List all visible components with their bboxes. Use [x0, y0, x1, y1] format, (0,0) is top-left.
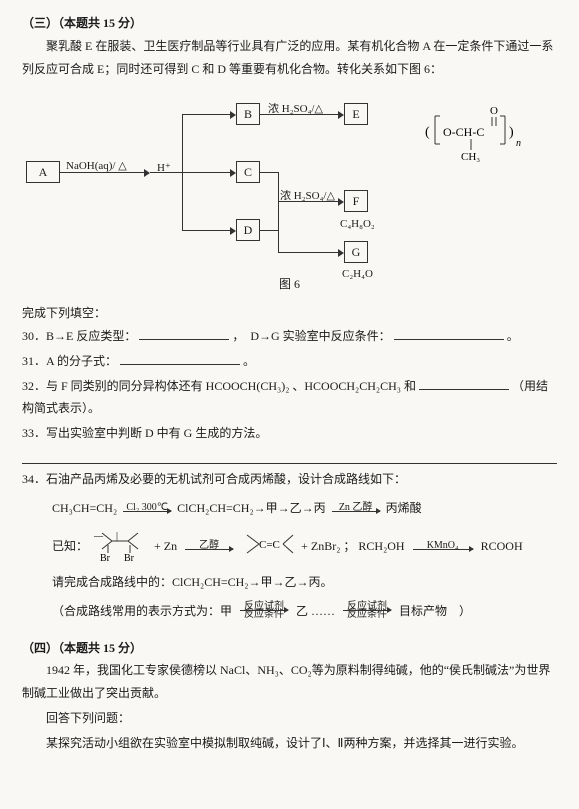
svg-text:|: | — [116, 531, 118, 542]
label-c4h8o2: C₄H₈O₂ — [340, 214, 375, 235]
section-4-intro2: 某探究活动小组欲在实验室中模拟制取纯碱，设计了Ⅰ、Ⅱ两种方案，并选择其一进行实验… — [22, 732, 557, 755]
edge-to-c — [182, 172, 230, 173]
node-g: G — [344, 241, 368, 263]
svg-text:n: n — [516, 138, 521, 149]
q30-text-b: ， D→G 实验室中反应条件： — [232, 329, 390, 343]
q30-blank-1[interactable] — [139, 326, 229, 340]
svg-text:CH₃: CH₃ — [461, 151, 480, 162]
known-r4: RCOOH — [481, 535, 523, 558]
section-4-intro1: 1942 年，我国化工专家侯德榜以 NaCl、NH₃、CO₂等为原料制得纯碱，他… — [22, 659, 557, 705]
node-c: C — [236, 161, 260, 183]
q34c-a: （合成路线常用的表示方式为：甲 — [52, 600, 232, 623]
edge-to-g — [278, 252, 338, 253]
node-d: D — [236, 219, 260, 241]
edge-d-down — [278, 230, 279, 252]
section-3-heading: （三）（本题共 15 分） — [22, 12, 557, 35]
edge-to-b — [182, 114, 230, 115]
edge-d-merge1 — [260, 230, 278, 231]
route1-r2: ClCH₂CH=CH₂→甲→乙→丙 — [177, 495, 325, 521]
notation-b2: 反应条件 — [347, 610, 387, 620]
svg-text:Br: Br — [124, 553, 135, 564]
question-34-intro: 34．石油产品丙烯及必要的无机试剂可合成丙烯酸，设计合成路线如下： — [22, 468, 557, 491]
synthesis-route-1: CH₃CH=CH₂ Cl₂ 300℃ ClCH₂CH=CH₂→甲→乙→丙 Zn … — [22, 495, 557, 521]
question-30: 30．B→E 反应类型： ， D→G 实验室中反应条件： 。 — [22, 325, 557, 348]
notation-arrow2: 反应试剂 反应条件 — [343, 602, 391, 620]
node-f: F — [344, 190, 368, 212]
node-e: E — [344, 103, 368, 125]
fill-prompt: 完成下列填空： — [22, 302, 557, 325]
svg-text:C=C: C=C — [259, 539, 280, 551]
q32-blank[interactable] — [419, 375, 509, 389]
edge-hplus — [150, 172, 182, 173]
known-lead: 已知： — [52, 535, 88, 558]
section-3-intro: 聚乳酸 E 在服装、卫生医疗制品等行业具有广泛的应用。某有机化合物 A 在一定条… — [22, 35, 557, 81]
q33-blank-line[interactable] — [22, 447, 557, 464]
label-naoh: NaOH(aq)/ △ — [66, 156, 127, 177]
svg-text:O-CH-C: O-CH-C — [443, 125, 484, 139]
known-reaction-line: 已知： | —C—C— Br Br + Zn 乙醇 C=C + ZnBr₂ ； … — [52, 525, 557, 567]
route1-arrow1: Cl₂ 300℃ — [123, 503, 171, 512]
known-dibromide-svg: | —C—C— Br Br — [94, 525, 148, 567]
label-c2h4o: C₂H₄O — [342, 264, 373, 285]
route1-r3: 丙烯酸 — [386, 495, 422, 521]
q32-text-a: 32．与 F 同类别的同分异构体还有 HCOOCH(CH₃)₂ 、HCOOCH₂… — [22, 379, 416, 393]
edge-c-merge — [260, 172, 278, 173]
known-r3: + ZnBr₂ ； RCH₂OH — [301, 535, 404, 558]
question-34b: 请完成合成路线中的：ClCH₂CH=CH₂→甲→乙→丙。 — [52, 571, 557, 594]
known-alkene-svg: C=C — [241, 529, 295, 563]
q31-end: 。 — [243, 354, 255, 368]
label-h2so4-2: 浓 H₂SO₄/△ — [280, 186, 335, 207]
node-a: A — [26, 161, 60, 183]
svg-text:): ) — [509, 125, 514, 140]
q30-blank-2[interactable] — [394, 326, 504, 340]
svg-text:O: O — [490, 105, 498, 117]
polymer-svg: ( O-CH-C CH₃ O ) n — [423, 102, 553, 162]
figure-6-caption: 图 6 — [22, 273, 557, 296]
q31-text: 31．A 的分子式： — [22, 354, 117, 368]
edge-to-d — [182, 230, 230, 231]
known-arrow1: 乙醇 — [185, 541, 233, 550]
notation-b1: 反应条件 — [244, 610, 284, 620]
section-4-heading: （四）（本题共 15 分） — [22, 637, 557, 660]
svg-text:Br: Br — [100, 553, 111, 564]
q34c-end: 目标产物 ） — [399, 600, 471, 623]
notation-arrow1: 反应试剂 反应条件 — [240, 602, 288, 620]
known-arrow2: KMnO₄ — [413, 541, 473, 550]
node-b: B — [236, 103, 260, 125]
q30-text-a: 30．B→E 反应类型： — [22, 329, 136, 343]
q31-blank[interactable] — [120, 350, 240, 364]
svg-text:(: ( — [425, 125, 430, 140]
polymer-formula: ( O-CH-C CH₃ O ) n — [423, 102, 553, 165]
question-31: 31．A 的分子式： 。 — [22, 350, 557, 373]
route1-r1: CH₃CH=CH₂ — [52, 495, 117, 521]
label-h2so4-1: 浓 H₂SO₄/△ — [268, 99, 323, 120]
known-mid: + Zn — [154, 535, 177, 558]
q30-text-c: 。 — [507, 329, 519, 343]
route1-arrow2: Zn 乙醇 — [332, 503, 380, 512]
section-4-answer-prompt: 回答下列问题： — [22, 707, 557, 730]
label-hplus: H⁺ — [157, 158, 171, 179]
q34c-mid: 乙 …… — [296, 600, 335, 623]
question-33: 33．写出实验室中判断 D 中有 G 生成的方法。 — [22, 422, 557, 445]
svg-text:—C—C—: —C—C— — [94, 530, 104, 542]
figure-6-diagram: A NaOH(aq)/ △ H⁺ B C D 浓 H₂SO₄/△ E 浓 H₂S… — [22, 86, 557, 271]
question-32: 32．与 F 同类别的同分异构体还有 HCOOCH(CH₃)₂ 、HCOOCH₂… — [22, 375, 557, 421]
route-notation: （合成路线常用的表示方式为：甲 反应试剂 反应条件 乙 …… 反应试剂 反应条件… — [52, 600, 557, 623]
